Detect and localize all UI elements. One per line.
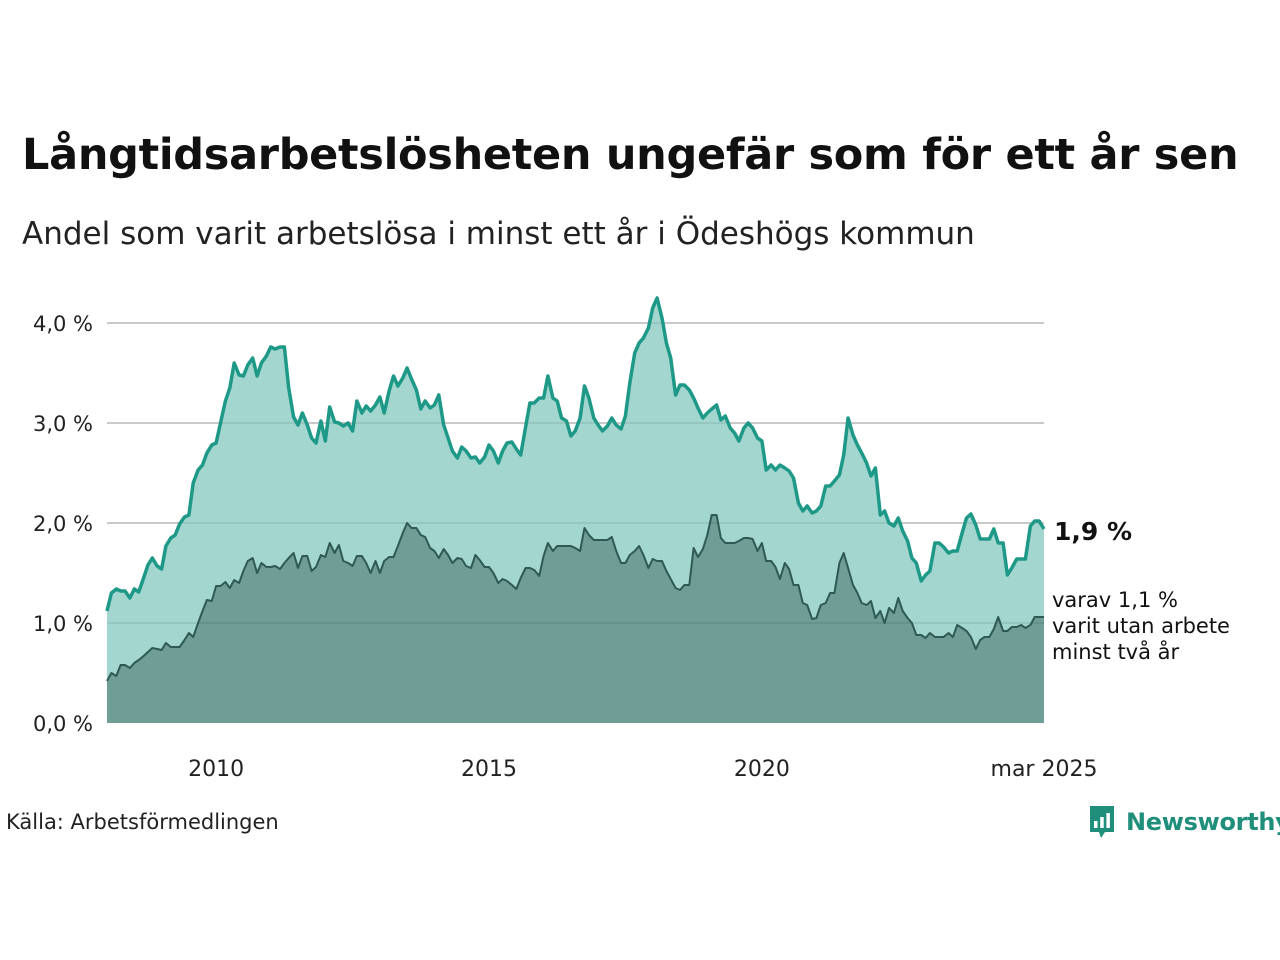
x-axis-ticks: 2010 2015 2020 mar 2025 <box>188 757 1097 782</box>
brand-name: Newsworthy <box>1126 808 1280 836</box>
bar-chart-bubble-icon <box>1090 806 1114 838</box>
y-tick-label: 2,0 % <box>33 512 93 536</box>
y-tick-label: 4,0 % <box>33 312 93 336</box>
x-tick-label: 2020 <box>734 757 790 782</box>
chart-title: Långtidsarbetslösheten ungefär som för e… <box>22 130 1239 180</box>
newsworthy-logo[interactable]: Newsworthy <box>1088 804 1280 840</box>
y-axis-ticks: 0,0 % 1,0 % 2,0 % 3,0 % 4,0 % <box>33 312 93 736</box>
line-minst-ett-ar <box>105 296 1046 612</box>
line-minst-tva-ar <box>106 514 1044 682</box>
lower-series-label-line-2: varit utan arbete <box>1052 614 1230 638</box>
y-tick-label: 3,0 % <box>33 412 93 436</box>
area-minst-tva-ar <box>107 515 1044 723</box>
y-tick-label: 1,0 % <box>33 612 93 636</box>
upper-series-value-label: 1,9 % <box>1054 517 1132 546</box>
x-tick-label: mar 2025 <box>991 757 1098 782</box>
lower-series-label-line-1: varav 1,1 % <box>1052 588 1178 612</box>
series-lines <box>105 296 1046 682</box>
x-tick-label: 2010 <box>188 757 244 782</box>
chart-subtitle: Andel som varit arbetslösa i minst ett å… <box>22 216 975 252</box>
y-tick-label: 0,0 % <box>33 712 93 736</box>
series-areas <box>107 298 1044 723</box>
lower-series-label-line-3: minst två år <box>1052 639 1180 664</box>
source-note: Källa: Arbetsförmedlingen <box>6 810 279 834</box>
x-tick-label: 2015 <box>461 757 517 782</box>
